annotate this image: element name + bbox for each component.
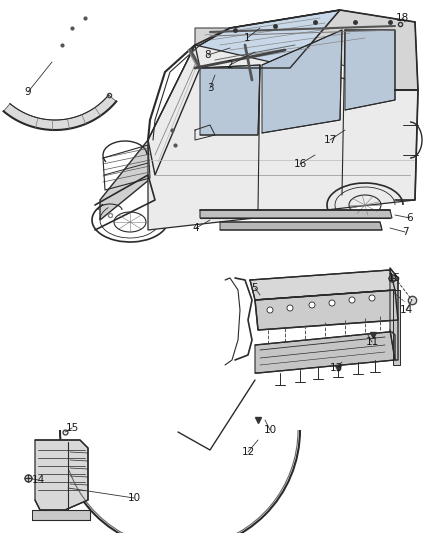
Circle shape bbox=[349, 297, 355, 303]
Circle shape bbox=[309, 302, 315, 308]
Polygon shape bbox=[250, 270, 395, 300]
Text: 15: 15 bbox=[387, 273, 401, 283]
Circle shape bbox=[267, 307, 273, 313]
Polygon shape bbox=[100, 140, 155, 220]
Polygon shape bbox=[200, 65, 260, 135]
Text: 12: 12 bbox=[241, 447, 254, 457]
Text: 6: 6 bbox=[407, 213, 413, 223]
Text: 9: 9 bbox=[25, 87, 31, 97]
Text: 17: 17 bbox=[323, 135, 337, 145]
Circle shape bbox=[329, 300, 335, 306]
Polygon shape bbox=[262, 30, 342, 133]
Text: 2: 2 bbox=[227, 60, 233, 70]
Text: 10: 10 bbox=[127, 493, 141, 503]
Circle shape bbox=[369, 295, 375, 301]
Polygon shape bbox=[345, 30, 395, 110]
Text: 14: 14 bbox=[32, 475, 45, 485]
Text: 15: 15 bbox=[65, 423, 79, 433]
Polygon shape bbox=[195, 10, 418, 90]
Polygon shape bbox=[32, 510, 90, 520]
Polygon shape bbox=[393, 290, 400, 365]
Polygon shape bbox=[390, 268, 398, 360]
Polygon shape bbox=[148, 45, 200, 175]
Text: 16: 16 bbox=[293, 159, 307, 169]
Text: 7: 7 bbox=[402, 227, 408, 237]
Circle shape bbox=[287, 305, 293, 311]
Polygon shape bbox=[200, 210, 392, 218]
Text: 13: 13 bbox=[329, 363, 343, 373]
Polygon shape bbox=[200, 10, 340, 68]
Text: 4: 4 bbox=[193, 223, 199, 233]
Polygon shape bbox=[255, 332, 395, 373]
Text: 5: 5 bbox=[252, 283, 258, 293]
Text: 10: 10 bbox=[263, 425, 276, 435]
Polygon shape bbox=[4, 95, 116, 130]
Polygon shape bbox=[255, 290, 398, 330]
Polygon shape bbox=[148, 45, 418, 230]
Text: 8: 8 bbox=[205, 50, 211, 60]
Polygon shape bbox=[220, 222, 382, 230]
Text: 18: 18 bbox=[396, 13, 409, 23]
Text: 1: 1 bbox=[244, 33, 250, 43]
Text: 11: 11 bbox=[365, 337, 378, 347]
Polygon shape bbox=[35, 440, 88, 510]
Text: 14: 14 bbox=[399, 305, 413, 315]
Text: 3: 3 bbox=[207, 83, 213, 93]
